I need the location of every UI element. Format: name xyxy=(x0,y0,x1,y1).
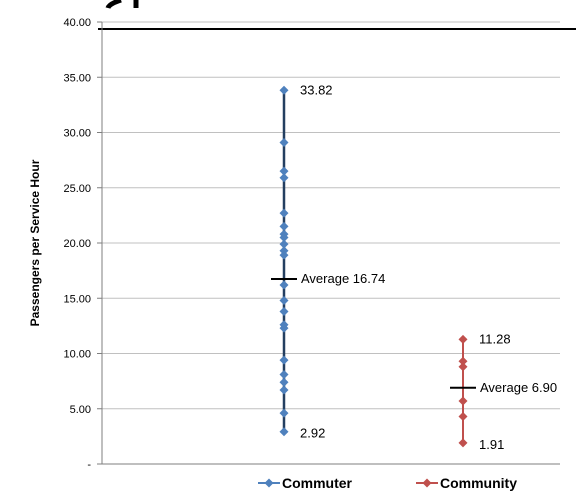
average-label: Average 6.90 xyxy=(480,380,557,395)
data-point xyxy=(279,295,289,305)
legend-marker xyxy=(422,478,432,488)
data-point xyxy=(458,411,468,421)
y-tick-label: 30.00 xyxy=(63,128,91,140)
max-label: 11.28 xyxy=(479,331,511,346)
y-tick-label: 15.00 xyxy=(63,293,91,305)
data-point xyxy=(458,356,468,366)
legend-label: Commuter xyxy=(282,475,353,491)
data-point xyxy=(279,208,289,218)
average-label: Average 16.74 xyxy=(301,271,385,286)
data-point xyxy=(458,396,468,406)
data-point xyxy=(279,427,289,437)
data-point xyxy=(458,334,468,344)
data-point xyxy=(279,221,289,231)
data-point xyxy=(279,377,289,387)
data-point xyxy=(279,408,289,418)
min-label: 1.91 xyxy=(479,437,504,452)
legend-label: Community xyxy=(440,475,517,491)
series-community: Average 6.90 11.28 1.91 xyxy=(450,331,557,452)
data-point xyxy=(279,307,289,317)
data-point xyxy=(279,355,289,365)
data-point xyxy=(279,239,289,249)
data-point xyxy=(279,137,289,147)
legend-item-community: Community xyxy=(416,475,517,491)
legend: Commuter Community xyxy=(258,475,517,491)
data-point xyxy=(279,369,289,379)
data-point xyxy=(458,438,468,448)
min-label: 2.92 xyxy=(300,426,325,441)
y-tick-label: 5.00 xyxy=(70,404,91,416)
y-tick-label: 10.00 xyxy=(63,349,91,361)
y-axis-title: Passengers per Service Hour xyxy=(28,159,42,326)
series-group: Average 16.74 33.82 2.92 Average 6.90 11.28 1… xyxy=(271,82,557,452)
title-fragment xyxy=(98,28,576,30)
y-axis: - 5.00 10.00 15.00 20.00 25.00 30.00 35.00 40.00 xyxy=(63,17,560,471)
data-point xyxy=(279,85,289,95)
data-point xyxy=(279,232,289,242)
y-tick-label: 25.00 xyxy=(63,183,91,195)
y-tick-label: 35.00 xyxy=(63,72,91,84)
y-tick-label: 20.00 xyxy=(63,238,91,250)
data-point xyxy=(279,173,289,183)
legend-item-commuter: Commuter xyxy=(258,475,353,491)
data-point xyxy=(279,280,289,290)
y-tick-label: 40.00 xyxy=(63,17,91,29)
max-label: 33.82 xyxy=(300,82,333,97)
data-point xyxy=(279,166,289,176)
data-point xyxy=(279,323,289,333)
data-point xyxy=(279,385,289,395)
gridlines xyxy=(102,21,560,410)
legend-marker xyxy=(264,478,274,488)
y-tick-label: - xyxy=(87,459,91,471)
series-commuter: Average 16.74 33.82 2.92 xyxy=(271,82,385,441)
title-fragment-glyph xyxy=(105,0,122,9)
data-point xyxy=(458,362,468,372)
data-point xyxy=(279,250,289,260)
